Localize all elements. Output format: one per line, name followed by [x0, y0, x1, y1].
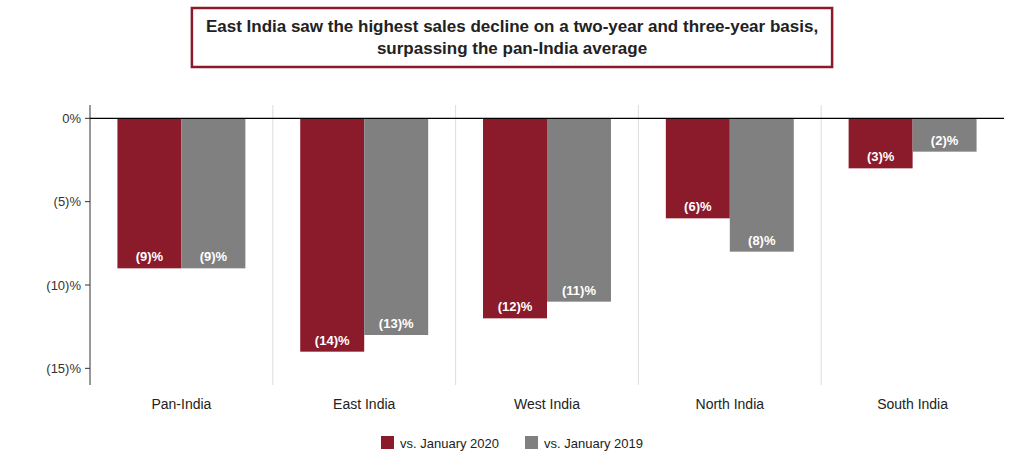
- data-label: (12)%: [498, 299, 533, 314]
- bar: [181, 118, 245, 268]
- title-line: East India saw the highest sales decline…: [206, 17, 818, 36]
- bar: [666, 118, 730, 218]
- legend: vs. January 2020 vs. January 2019: [381, 436, 643, 451]
- data-labels: (9)% (14)% (12)% (6)% (3)% (9)% (13)% (11)% (8)%…: [136, 133, 959, 348]
- bar: [364, 118, 428, 335]
- data-label: (14)%: [315, 333, 350, 348]
- data-label: (9)%: [200, 249, 228, 264]
- legend-label: vs. January 2020: [400, 436, 499, 451]
- group-separator: [821, 105, 822, 385]
- group-separator: [455, 105, 456, 385]
- bars: [117, 118, 976, 351]
- title: East India saw the highest sales decline…: [206, 17, 818, 58]
- legend-swatch: [381, 436, 394, 449]
- y-tick-label: 0%: [62, 111, 81, 126]
- data-label: (6)%: [684, 199, 712, 214]
- zero-line: [90, 118, 1004, 119]
- legend-label: vs. January 2019: [544, 436, 643, 451]
- y-tick: [85, 368, 90, 369]
- x-tick-label: North India: [696, 396, 765, 412]
- bar: [117, 118, 181, 268]
- group-separator: [272, 105, 273, 385]
- data-label: (13)%: [379, 316, 414, 331]
- x-tick-label: West India: [514, 396, 580, 412]
- bar: [483, 118, 547, 318]
- title-group: East India saw the highest sales decline…: [192, 8, 832, 67]
- y-tick: [85, 285, 90, 286]
- bar: [730, 118, 794, 251]
- y-tick-label: (15)%: [46, 361, 81, 376]
- bar: [300, 118, 364, 351]
- data-label: (2)%: [931, 133, 959, 148]
- chart: East India saw the highest sales decline…: [0, 0, 1024, 470]
- x-tick-label: Pan-India: [151, 396, 211, 412]
- bar: [547, 118, 611, 301]
- bar: [849, 118, 913, 168]
- y-axis-line: [90, 105, 91, 385]
- title-line: surpassing the pan-India average: [377, 39, 647, 58]
- x-tick-label: East India: [333, 396, 395, 412]
- title-box: [192, 8, 832, 67]
- y-tick-label: (10)%: [46, 278, 81, 293]
- x-tick-label: South India: [877, 396, 948, 412]
- y-tick: [85, 118, 90, 119]
- group-separator: [638, 105, 639, 385]
- data-label: (9)%: [136, 249, 164, 264]
- y-tick: [85, 201, 90, 202]
- data-label: (3)%: [867, 149, 895, 164]
- data-label: (11)%: [562, 283, 596, 298]
- data-label: (8)%: [748, 233, 776, 248]
- y-tick-label: (5)%: [54, 194, 82, 209]
- bar: [913, 118, 977, 151]
- legend-swatch: [525, 436, 538, 449]
